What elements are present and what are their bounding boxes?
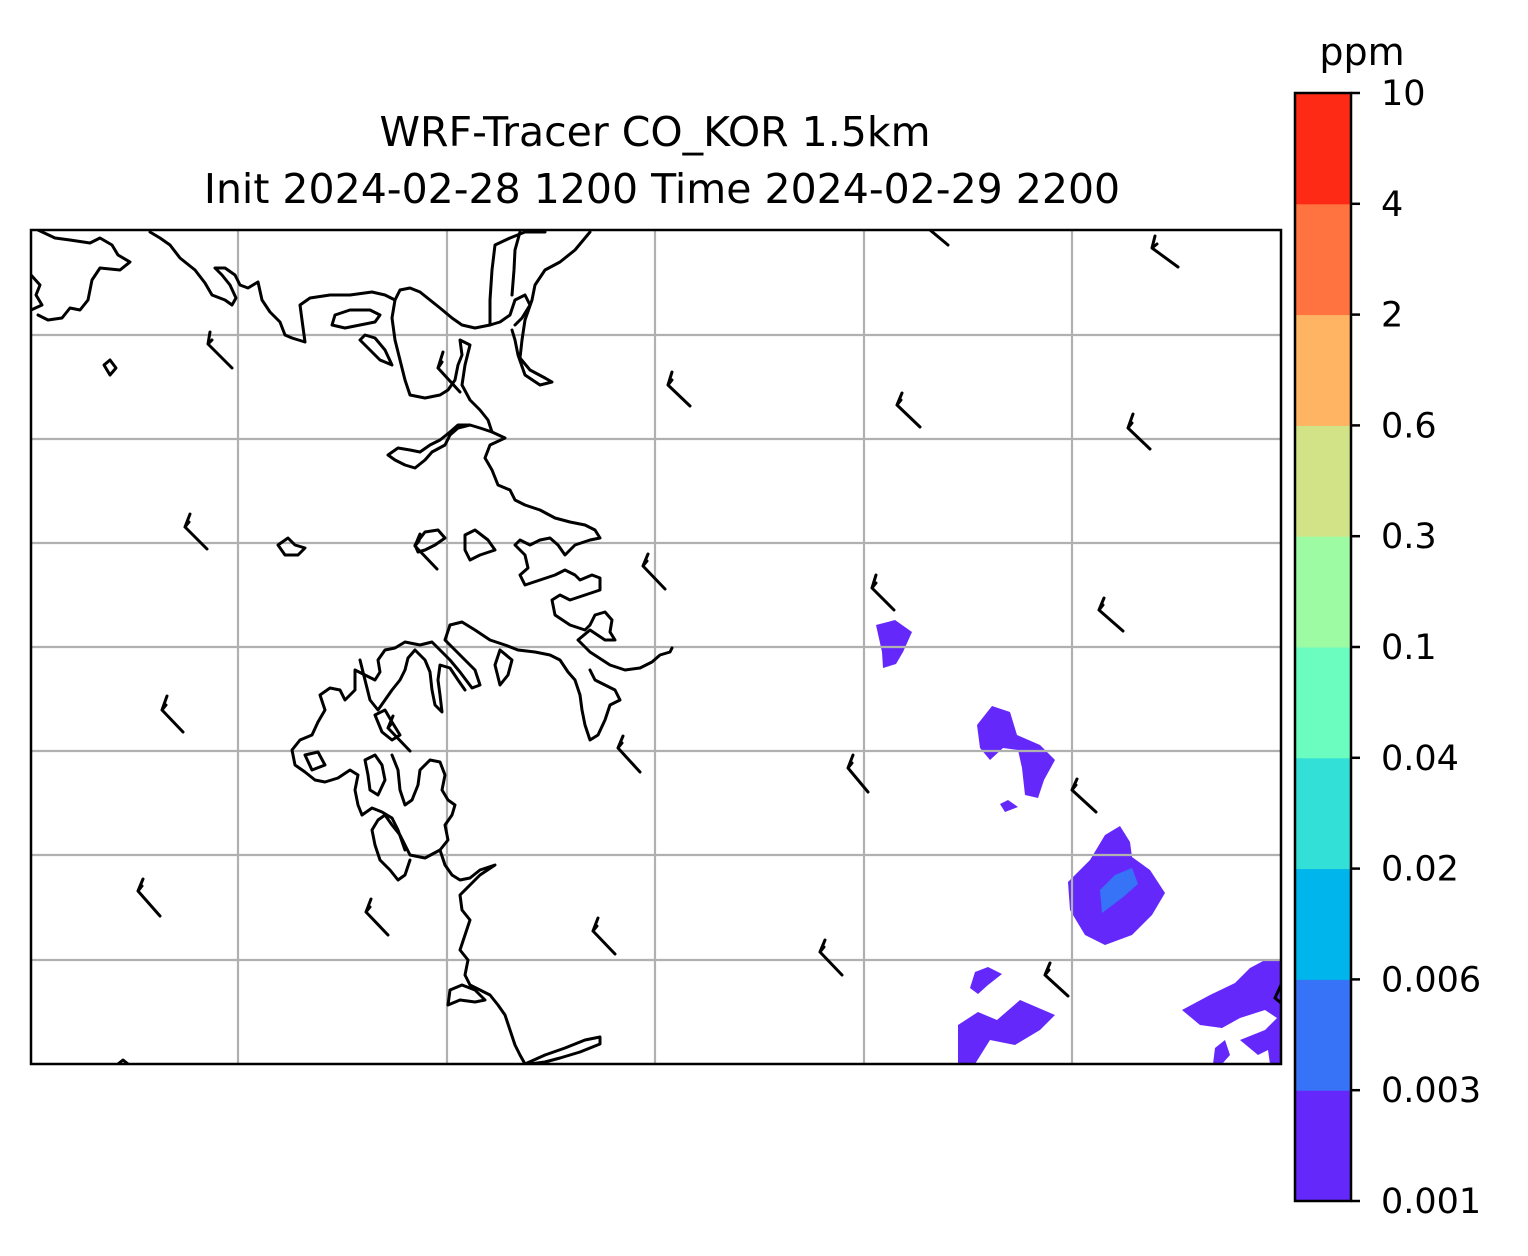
contour-patch-level-1	[876, 620, 912, 668]
coastline	[448, 620, 622, 742]
colorbar-segment	[1295, 757, 1351, 870]
colorbar-tick-label: 0.003	[1381, 1071, 1481, 1111]
colorbar-tick-label: 0.6	[1381, 406, 1437, 446]
colorbar-ticks: 0.001 0.003 0.006 0.02 0.04 0.1 0.3 0.6 2 4 10	[1351, 74, 1481, 1222]
colorbar-tick-label: 0.04	[1381, 739, 1459, 779]
map-frame	[29, 228, 1283, 1066]
contour-patch-level-1	[1000, 800, 1018, 812]
coastline	[363, 753, 387, 797]
colorbar-segment	[1295, 314, 1351, 426]
contour-patch-level-1	[977, 706, 1055, 798]
contour-patch-level-1	[1213, 1040, 1230, 1064]
wind-barb	[1043, 961, 1070, 998]
colorbar-segment	[1295, 979, 1351, 1091]
wind-barb	[616, 734, 642, 774]
coastline	[373, 708, 402, 742]
map-title-line-2: Init 2024-02-28 1200 Time 2024-02-29 220…	[204, 165, 1120, 213]
colorbar-segment	[1295, 93, 1351, 205]
wind-barb	[591, 916, 617, 956]
coastline	[370, 753, 457, 882]
colorbar-segment	[1295, 868, 1351, 980]
contour-patch-level-1	[958, 1000, 1055, 1064]
wind-barbs	[136, 230, 1281, 1005]
colorbar-tick-label: 0.001	[1381, 1182, 1481, 1222]
wind-barb	[386, 714, 412, 753]
wind-barb	[1126, 412, 1152, 451]
coastline	[358, 333, 394, 367]
coastline	[148, 230, 532, 344]
coastline	[523, 1035, 602, 1064]
colorbar-tick-label: 0.02	[1381, 850, 1459, 890]
coastline	[116, 1058, 130, 1064]
gridlines	[31, 230, 1281, 1064]
coastline	[358, 648, 467, 714]
coastline	[290, 623, 482, 817]
wind-barb	[846, 753, 870, 794]
coastline	[276, 536, 307, 557]
map-title-line-1: WRF-Tracer CO_KOR 1.5km	[379, 108, 930, 156]
colorbar-frame	[1293, 91, 1353, 1203]
concentration-contours	[876, 620, 1281, 1064]
wind-barb	[666, 370, 692, 408]
wind-barb	[206, 330, 234, 370]
coastline	[510, 230, 592, 387]
colorbar-segments	[1295, 93, 1351, 1202]
wind-barb	[928, 230, 950, 247]
colorbar-segment	[1295, 536, 1351, 648]
contour-patch-level-1	[970, 967, 1002, 994]
map-area	[29, 228, 1283, 1066]
wind-barb	[895, 391, 922, 429]
wind-barb	[1070, 777, 1098, 814]
coastline	[330, 308, 382, 330]
colorbar-tick-label: 4	[1381, 185, 1403, 225]
coastline	[510, 230, 522, 297]
coastline	[303, 750, 327, 772]
wind-barb	[160, 694, 185, 734]
coastline	[360, 806, 407, 852]
wind-barb	[183, 512, 209, 551]
colorbar-unit: ppm	[1319, 30, 1404, 74]
coastline	[386, 423, 494, 470]
coastline	[483, 430, 674, 672]
wind-barb	[1097, 596, 1125, 633]
coastline	[488, 230, 547, 327]
coastline	[463, 528, 497, 562]
wind-barb	[870, 573, 896, 612]
colorbar-tick-label: 10	[1381, 74, 1426, 114]
colorbar: ppm 0.001 0.003 0.006 0.02 0.04 0.1 0.3 0.6 2 4 10	[1293, 30, 1481, 1222]
coastline	[446, 983, 487, 1007]
wind-barb	[436, 350, 462, 394]
coastline	[31, 273, 44, 312]
colorbar-tick-label: 0.006	[1381, 960, 1481, 1000]
wind-barb	[1150, 234, 1180, 269]
colorbar-segment	[1295, 425, 1351, 537]
colorbar-segment	[1295, 1090, 1351, 1202]
wind-barb	[136, 877, 162, 918]
colorbar-tick-label: 0.3	[1381, 517, 1437, 557]
colorbar-segment	[1295, 647, 1351, 759]
colorbar-tick-label: 2	[1381, 296, 1403, 336]
coastline	[390, 298, 494, 434]
coastline	[102, 358, 118, 377]
contour-patch-level-1	[1182, 960, 1281, 1064]
wind-barb	[641, 552, 667, 591]
coastline	[36, 230, 132, 322]
colorbar-tick-label: 0.1	[1381, 628, 1437, 668]
coastline	[493, 648, 514, 687]
wind-barb	[364, 897, 390, 937]
wind-barb	[818, 938, 844, 977]
coastline	[438, 848, 527, 1064]
contour-patch-level-2	[1100, 868, 1138, 913]
colorbar-segment	[1295, 203, 1351, 316]
wind-barb	[413, 532, 439, 571]
